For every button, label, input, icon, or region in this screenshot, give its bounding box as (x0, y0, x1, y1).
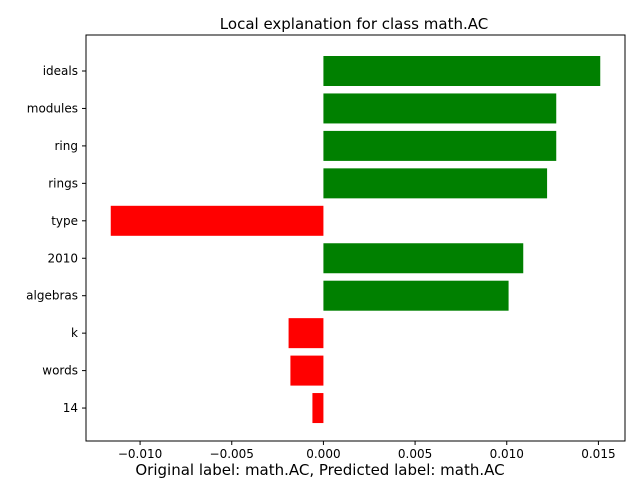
y-tick-label: k (71, 326, 78, 340)
bar-group (110, 56, 601, 424)
bar-type (110, 205, 324, 236)
x-tick-label: −0.010 (118, 447, 162, 461)
y-tick-label: modules (27, 101, 78, 115)
y-axis-ticks: ideals modules ring rings type 2010 algebras k w… (26, 64, 86, 415)
bar-modules (323, 93, 557, 124)
y-tick-label: ring (55, 139, 79, 153)
x-tick-label: 0.015 (581, 447, 615, 461)
x-tick-label: −0.005 (210, 447, 254, 461)
y-tick-label: 14 (63, 401, 78, 415)
y-tick-label: algebras (26, 289, 78, 303)
bar-words (290, 355, 324, 386)
bar-2010 (323, 243, 524, 274)
y-tick-label: ideals (43, 64, 78, 78)
y-tick-label: type (51, 214, 78, 228)
y-tick-label: 2010 (47, 251, 78, 265)
bar-14 (312, 393, 324, 424)
bar-algebras (323, 280, 509, 311)
x-tick-label: 0.005 (398, 447, 432, 461)
x-tick-label: 0.010 (490, 447, 524, 461)
x-axis-ticks: −0.010 −0.005 0.000 0.005 0.010 0.015 (118, 441, 616, 461)
x-axis-label: Original label: math.AC, Predicted label… (135, 461, 504, 479)
bar-ideals (323, 56, 601, 86)
chart-title: Local explanation for class math.AC (220, 15, 488, 33)
y-tick-label: words (42, 364, 78, 378)
bar-k (288, 318, 324, 349)
bar-ring (323, 130, 557, 161)
x-tick-label: 0.000 (306, 447, 340, 461)
bar-rings (323, 168, 548, 199)
plot-frame (85, 34, 626, 442)
y-tick-label: rings (48, 176, 78, 190)
